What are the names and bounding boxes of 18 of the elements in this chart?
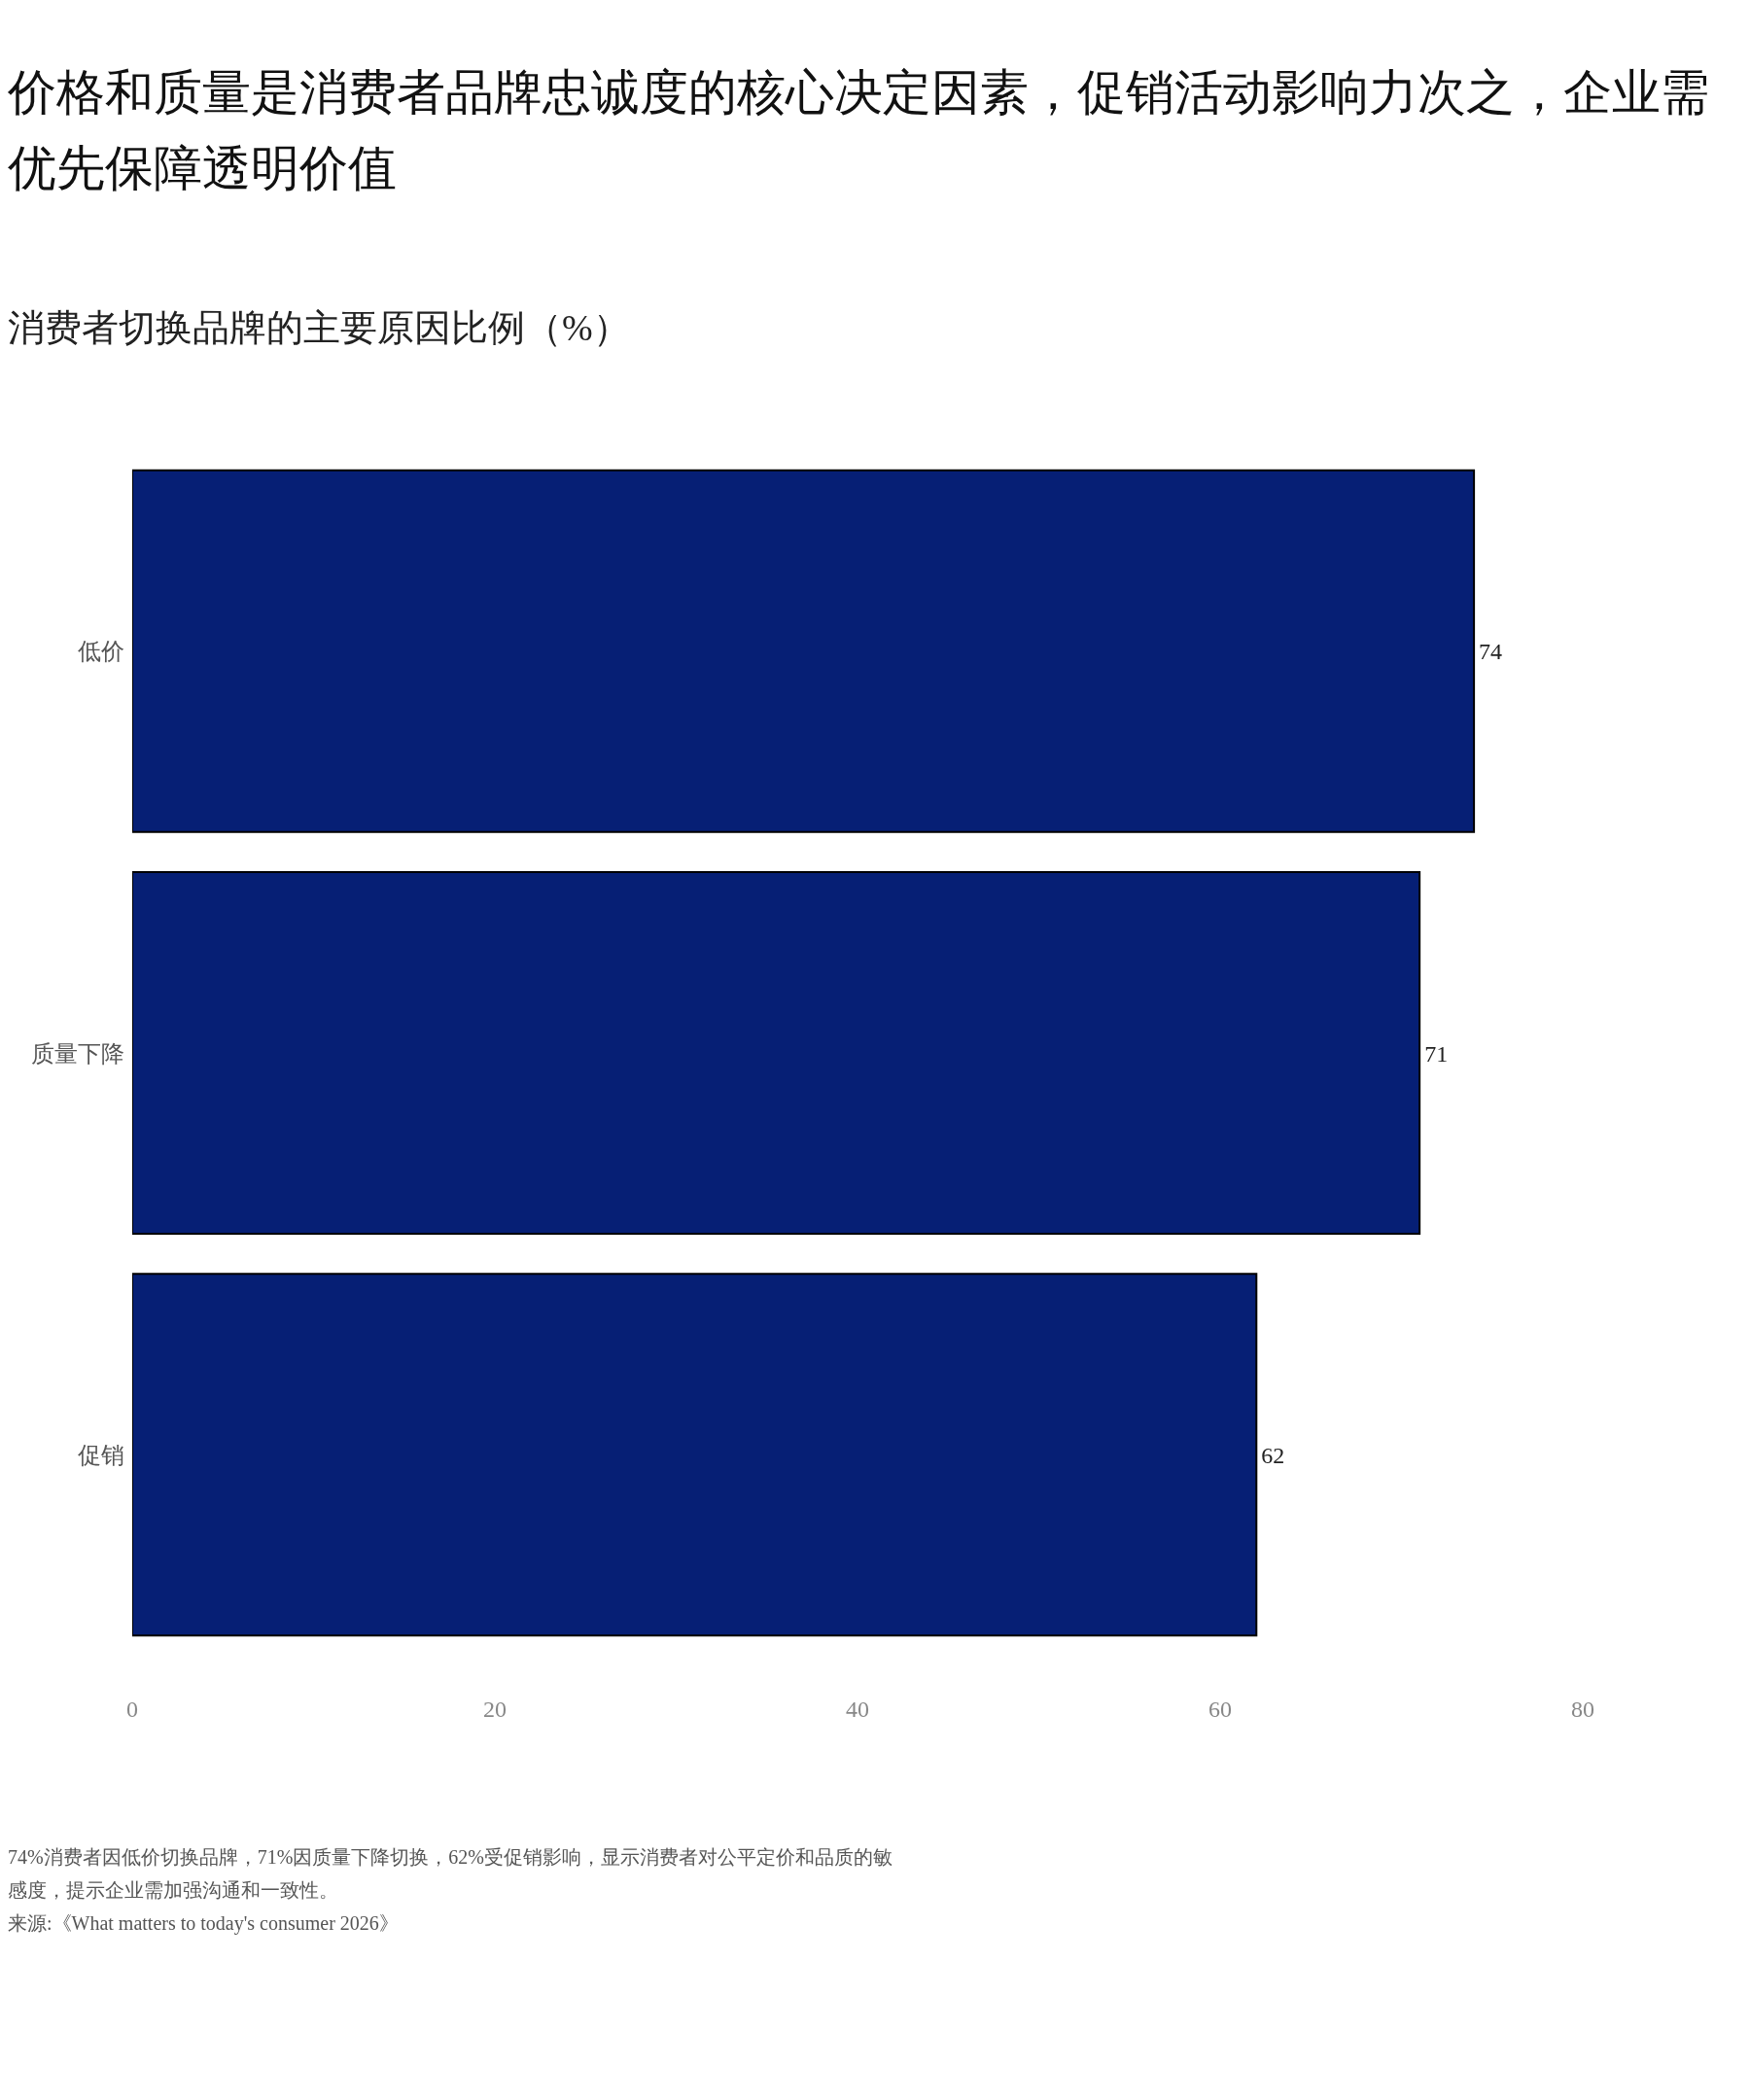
y-tick-label: 质量下降 bbox=[31, 1040, 124, 1067]
bar bbox=[132, 1273, 1258, 1637]
data-label: 71 bbox=[1424, 1040, 1449, 1067]
x-tick-label: 0 bbox=[126, 1697, 138, 1723]
x-tick-label: 60 bbox=[1208, 1697, 1232, 1723]
x-tick-label: 40 bbox=[846, 1697, 869, 1723]
data-label: 62 bbox=[1261, 1442, 1285, 1468]
bar bbox=[132, 469, 1476, 833]
chart-title: 价格和质量是消费者品牌忠诚度的核心决定因素，促销活动影响力次之，企业需优先保障透明价值 bbox=[8, 64, 1710, 197]
y-tick-label: 低价 bbox=[78, 639, 124, 665]
source-note: 来源:《What matters to today's consumer 2026》 bbox=[8, 1911, 400, 1937]
bar bbox=[132, 871, 1421, 1235]
text: 74%消费者因低价切换品牌，71%因质量下降切换，62%受促销影响，显示消费者对公平定价和品质的敏感度，提示企业需加强沟通和一致性。 bbox=[8, 1845, 893, 1903]
x-tick-label: 20 bbox=[483, 1697, 507, 1723]
y-tick-label: 促销 bbox=[78, 1442, 124, 1468]
data-label: 74 bbox=[1479, 639, 1503, 665]
chart-subtitle: 消费者切换品牌的主要原因比例（%） bbox=[8, 306, 631, 350]
x-tick-label: 80 bbox=[1571, 1697, 1594, 1723]
